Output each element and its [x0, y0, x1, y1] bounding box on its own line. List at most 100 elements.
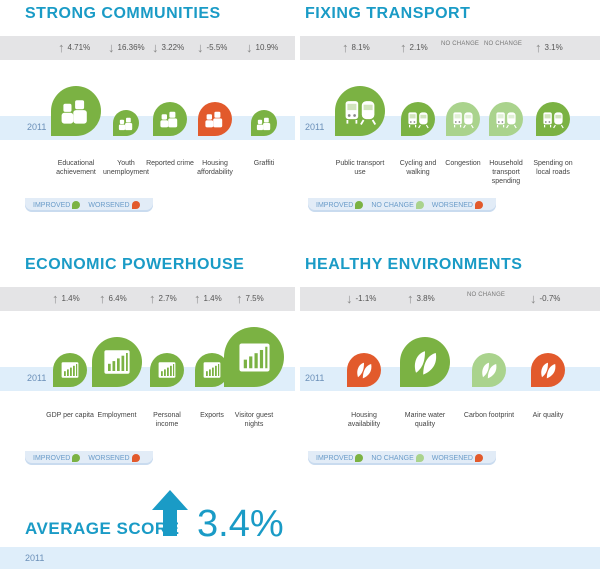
indicator-label: Air quality: [532, 412, 564, 419]
legend-worsened-swatch: [474, 454, 483, 462]
trend-value: ↑ 6.4%: [99, 292, 127, 305]
arrow-down-icon: ↓: [152, 40, 159, 55]
arrow-up-icon: ↑: [407, 291, 414, 306]
trend-value: ↓ -1.1%: [346, 292, 376, 305]
year-label: 2011: [305, 122, 325, 132]
legend-improved-label: IMPROVED: [33, 454, 71, 462]
indicator-label: Youth unemployment: [103, 160, 149, 176]
change-value: -5.5%: [206, 43, 228, 52]
trend-value: NO CHANGE: [484, 41, 522, 47]
indicator-label: Marine water quality: [404, 412, 446, 428]
year-label: 2011: [305, 373, 325, 383]
panel-title: HEALTHY ENVIRONMENTS: [305, 256, 523, 273]
legend-improved-swatch: [72, 201, 81, 209]
legend: IMPROVED WORSENED: [25, 198, 153, 212]
arrow-down-icon: ↓: [346, 291, 353, 306]
indicator-label: Employment: [97, 412, 137, 419]
trend-band: [0, 36, 295, 60]
change-value: 1.4%: [203, 294, 222, 303]
panel-title: FIXING TRANSPORT: [305, 5, 471, 22]
trend-value: NO CHANGE: [441, 41, 479, 47]
trend-value: ↓ 3.22%: [152, 41, 184, 54]
trend-band: [300, 36, 600, 60]
indicator-bubble: [531, 353, 565, 387]
indicator-label: Educational achievement: [56, 160, 96, 176]
change-value: 8.1%: [351, 43, 370, 52]
bar-chart-icon: [238, 343, 270, 371]
indicator-label: Housing availability: [347, 412, 381, 428]
change-value: 3.1%: [544, 43, 563, 52]
trend-value: ↓ -5.5%: [197, 41, 227, 54]
trend-value: ↑ 2.7%: [149, 292, 177, 305]
indicator-bubble: [347, 353, 381, 387]
average-up-arrow-icon: [150, 488, 190, 543]
legend-improved-label: IMPROVED: [33, 201, 71, 209]
indicator-bubble: [195, 353, 229, 387]
people-icon: [160, 111, 178, 128]
arrow-up-icon: ↑: [194, 291, 201, 306]
change-value: 6.4%: [108, 294, 127, 303]
people-icon: [205, 111, 223, 128]
arrow-up-icon: ↑: [99, 291, 106, 306]
panel-title: ECONOMIC POWERHOUSE: [25, 256, 245, 273]
change-value: 3.22%: [161, 43, 185, 52]
average-score-title: AVERAGE SCORE: [25, 519, 180, 538]
legend-improved-label: IMPROVED: [316, 454, 354, 462]
arrow-up-icon: ↑: [342, 40, 349, 55]
leaf-icon: [482, 362, 497, 379]
legend-worsened-label: WORSENED: [431, 454, 473, 462]
average-score-value: 3.4%: [197, 503, 284, 545]
change-value: -0.7%: [539, 294, 561, 303]
indicator-label: Housing affordability: [197, 160, 233, 176]
leaf-icon: [541, 362, 556, 379]
trend-value: ↑ 1.4%: [194, 292, 222, 305]
year-label: 2011: [27, 122, 47, 132]
legend-improved-swatch: [355, 201, 364, 209]
indicator-bubble: [53, 353, 87, 387]
indicator-bubble: [198, 102, 232, 136]
trend-value: ↑ 1.4%: [52, 292, 80, 305]
arrow-up-icon: ↑: [236, 291, 243, 306]
trend-value: ↑ 2.1%: [400, 41, 428, 54]
arrow-down-icon: ↓: [246, 40, 253, 55]
bus-train-icon: [543, 112, 564, 129]
bar-chart-icon: [203, 362, 221, 378]
legend: IMPROVED NO CHANGE WORSENED: [308, 451, 496, 465]
indicator-bubble: [489, 102, 523, 136]
legend-worsened-swatch: [131, 454, 140, 462]
trend-value: NO CHANGE: [467, 292, 505, 298]
legend: IMPROVED WORSENED: [25, 451, 153, 465]
arrow-up-icon: ↑: [52, 291, 59, 306]
legend-nochange-swatch: [415, 454, 424, 462]
trend-value: ↑ 8.1%: [342, 41, 370, 54]
indicator-bubble: [401, 102, 435, 136]
change-value: 10.9%: [255, 43, 279, 52]
year-label: 2011: [27, 373, 47, 383]
indicator-bubble: [224, 327, 284, 387]
trend-value: ↑ 4.71%: [58, 41, 90, 54]
legend-nochange-label: NO CHANGE: [371, 201, 414, 209]
indicator-bubble: [400, 337, 450, 387]
bus-train-icon: [345, 101, 377, 125]
bar-chart-icon: [104, 350, 130, 374]
average-year-strip: [0, 547, 600, 569]
indicator-label: Public transport use: [335, 160, 385, 176]
panel-title: STRONG COMMUNITIES: [25, 5, 221, 22]
people-icon: [256, 117, 270, 130]
legend-worsened-label: WORSENED: [88, 454, 130, 462]
indicator-label: Household transport spending: [489, 160, 523, 185]
indicator-bubble: [251, 110, 277, 136]
legend-improved-swatch: [355, 454, 364, 462]
bus-train-icon: [453, 112, 474, 129]
change-value: 1.4%: [61, 294, 80, 303]
indicator-bubble: [335, 86, 385, 136]
indicator-label: Cycling and walking: [399, 160, 437, 176]
change-value: 2.1%: [409, 43, 428, 52]
trend-band: [0, 287, 295, 311]
legend-worsened-label: WORSENED: [88, 201, 130, 209]
average-year-label: 2011: [25, 553, 45, 563]
indicator-label: Visitor guest nights: [234, 412, 274, 428]
arrow-up-icon: ↑: [400, 40, 407, 55]
leaf-icon: [414, 351, 437, 375]
indicator-label: Carbon footprint: [463, 412, 515, 419]
